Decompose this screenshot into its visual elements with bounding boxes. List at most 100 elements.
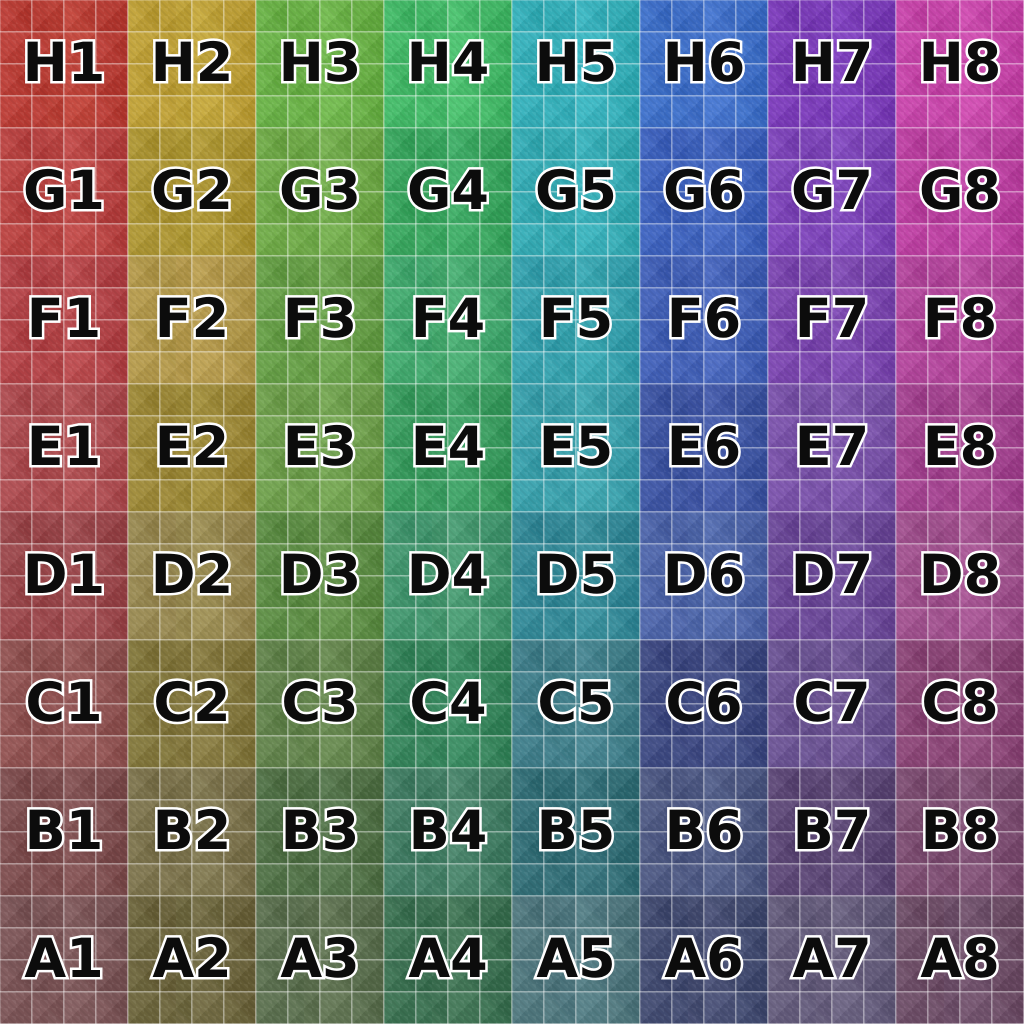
grid-cell-f6[interactable]: F6 bbox=[640, 256, 768, 384]
grid-cell-d5[interactable]: D5 bbox=[512, 512, 640, 640]
grid-cell-c6[interactable]: C6 bbox=[640, 640, 768, 768]
cell-color-fill bbox=[896, 384, 1024, 512]
cell-color-fill bbox=[640, 512, 768, 640]
grid-cell-h7[interactable]: H7 bbox=[768, 0, 896, 128]
grid-cell-a2[interactable]: A2 bbox=[128, 896, 256, 1024]
cell-color-fill bbox=[0, 512, 128, 640]
grid-cell-g4[interactable]: G4 bbox=[384, 128, 512, 256]
cell-color-fill bbox=[512, 512, 640, 640]
grid-cell-c4[interactable]: C4 bbox=[384, 640, 512, 768]
cell-color-fill bbox=[384, 0, 512, 128]
grid-cell-c8[interactable]: C8 bbox=[896, 640, 1024, 768]
grid-cell-b8[interactable]: B8 bbox=[896, 768, 1024, 896]
cell-color-fill bbox=[768, 896, 896, 1024]
grid-cell-g1[interactable]: G1 bbox=[0, 128, 128, 256]
grid-cell-b1[interactable]: B1 bbox=[0, 768, 128, 896]
cell-color-fill bbox=[768, 768, 896, 896]
cell-color-fill bbox=[384, 640, 512, 768]
grid-cell-g3[interactable]: G3 bbox=[256, 128, 384, 256]
grid-cell-a5[interactable]: A5 bbox=[512, 896, 640, 1024]
grid-cell-e4[interactable]: E4 bbox=[384, 384, 512, 512]
grid-cell-e8[interactable]: E8 bbox=[896, 384, 1024, 512]
grid-cell-f8[interactable]: F8 bbox=[896, 256, 1024, 384]
grid-cell-e5[interactable]: E5 bbox=[512, 384, 640, 512]
grid-cell-b3[interactable]: B3 bbox=[256, 768, 384, 896]
cell-color-fill bbox=[128, 512, 256, 640]
cell-color-fill bbox=[384, 896, 512, 1024]
grid-cell-a6[interactable]: A6 bbox=[640, 896, 768, 1024]
grid-cell-e2[interactable]: E2 bbox=[128, 384, 256, 512]
cell-color-fill bbox=[640, 0, 768, 128]
grid-cell-h4[interactable]: H4 bbox=[384, 0, 512, 128]
grid-cell-e7[interactable]: E7 bbox=[768, 384, 896, 512]
grid-cell-h3[interactable]: H3 bbox=[256, 0, 384, 128]
cell-color-fill bbox=[0, 384, 128, 512]
cell-color-fill bbox=[0, 768, 128, 896]
grid-cell-b4[interactable]: B4 bbox=[384, 768, 512, 896]
grid-cell-d2[interactable]: D2 bbox=[128, 512, 256, 640]
grid-cell-c7[interactable]: C7 bbox=[768, 640, 896, 768]
grid-cell-a3[interactable]: A3 bbox=[256, 896, 384, 1024]
grid-cell-a4[interactable]: A4 bbox=[384, 896, 512, 1024]
grid-cell-b2[interactable]: B2 bbox=[128, 768, 256, 896]
cell-color-fill bbox=[128, 256, 256, 384]
grid-cell-c1[interactable]: C1 bbox=[0, 640, 128, 768]
grid-cell-f3[interactable]: F3 bbox=[256, 256, 384, 384]
grid-cell-g6[interactable]: G6 bbox=[640, 128, 768, 256]
cell-color-fill bbox=[768, 128, 896, 256]
cell-color-fill bbox=[384, 384, 512, 512]
grid-cell-d3[interactable]: D3 bbox=[256, 512, 384, 640]
grid-cell-f5[interactable]: F5 bbox=[512, 256, 640, 384]
cell-color-fill bbox=[0, 256, 128, 384]
cell-color-fill bbox=[0, 640, 128, 768]
grid-cell-d6[interactable]: D6 bbox=[640, 512, 768, 640]
cell-color-fill bbox=[512, 128, 640, 256]
cell-color-fill bbox=[256, 128, 384, 256]
cell-color-fill bbox=[512, 256, 640, 384]
grid-cell-d4[interactable]: D4 bbox=[384, 512, 512, 640]
grid-cell-f2[interactable]: F2 bbox=[128, 256, 256, 384]
grid-cell-c5[interactable]: C5 bbox=[512, 640, 640, 768]
grid-cell-d7[interactable]: D7 bbox=[768, 512, 896, 640]
grid-cell-g5[interactable]: G5 bbox=[512, 128, 640, 256]
grid-cell-e3[interactable]: E3 bbox=[256, 384, 384, 512]
cell-color-fill bbox=[640, 256, 768, 384]
cell-color-fill bbox=[256, 640, 384, 768]
grid-cell-g2[interactable]: G2 bbox=[128, 128, 256, 256]
grid-cell-c2[interactable]: C2 bbox=[128, 640, 256, 768]
grid-cell-h2[interactable]: H2 bbox=[128, 0, 256, 128]
cell-color-fill bbox=[512, 640, 640, 768]
grid-cell-h6[interactable]: H6 bbox=[640, 0, 768, 128]
grid-cell-a1[interactable]: A1 bbox=[0, 896, 128, 1024]
cell-color-fill bbox=[384, 768, 512, 896]
grid-cell-d1[interactable]: D1 bbox=[0, 512, 128, 640]
cell-color-fill bbox=[128, 768, 256, 896]
grid-cell-f7[interactable]: F7 bbox=[768, 256, 896, 384]
grid-cell-e6[interactable]: E6 bbox=[640, 384, 768, 512]
cell-color-fill bbox=[0, 896, 128, 1024]
cell-color-fill bbox=[128, 0, 256, 128]
grid-cell-c3[interactable]: C3 bbox=[256, 640, 384, 768]
cell-color-fill bbox=[512, 768, 640, 896]
cell-color-fill bbox=[0, 128, 128, 256]
grid-cell-d8[interactable]: D8 bbox=[896, 512, 1024, 640]
cell-color-fill bbox=[128, 384, 256, 512]
grid-cell-g7[interactable]: G7 bbox=[768, 128, 896, 256]
cell-color-fill bbox=[256, 256, 384, 384]
cell-color-fill bbox=[128, 128, 256, 256]
grid-cell-f4[interactable]: F4 bbox=[384, 256, 512, 384]
grid-cell-b6[interactable]: B6 bbox=[640, 768, 768, 896]
grid-cell-e1[interactable]: E1 bbox=[0, 384, 128, 512]
cell-color-fill bbox=[384, 256, 512, 384]
grid-cell-h8[interactable]: H8 bbox=[896, 0, 1024, 128]
cell-color-fill bbox=[768, 640, 896, 768]
grid-cell-h1[interactable]: H1 bbox=[0, 0, 128, 128]
grid-cell-b5[interactable]: B5 bbox=[512, 768, 640, 896]
grid-cell-g8[interactable]: G8 bbox=[896, 128, 1024, 256]
grid-cell-h5[interactable]: H5 bbox=[512, 0, 640, 128]
grid-cell-a8[interactable]: A8 bbox=[896, 896, 1024, 1024]
grid-cell-f1[interactable]: F1 bbox=[0, 256, 128, 384]
cell-color-fill bbox=[640, 384, 768, 512]
grid-cell-b7[interactable]: B7 bbox=[768, 768, 896, 896]
grid-cell-a7[interactable]: A7 bbox=[768, 896, 896, 1024]
